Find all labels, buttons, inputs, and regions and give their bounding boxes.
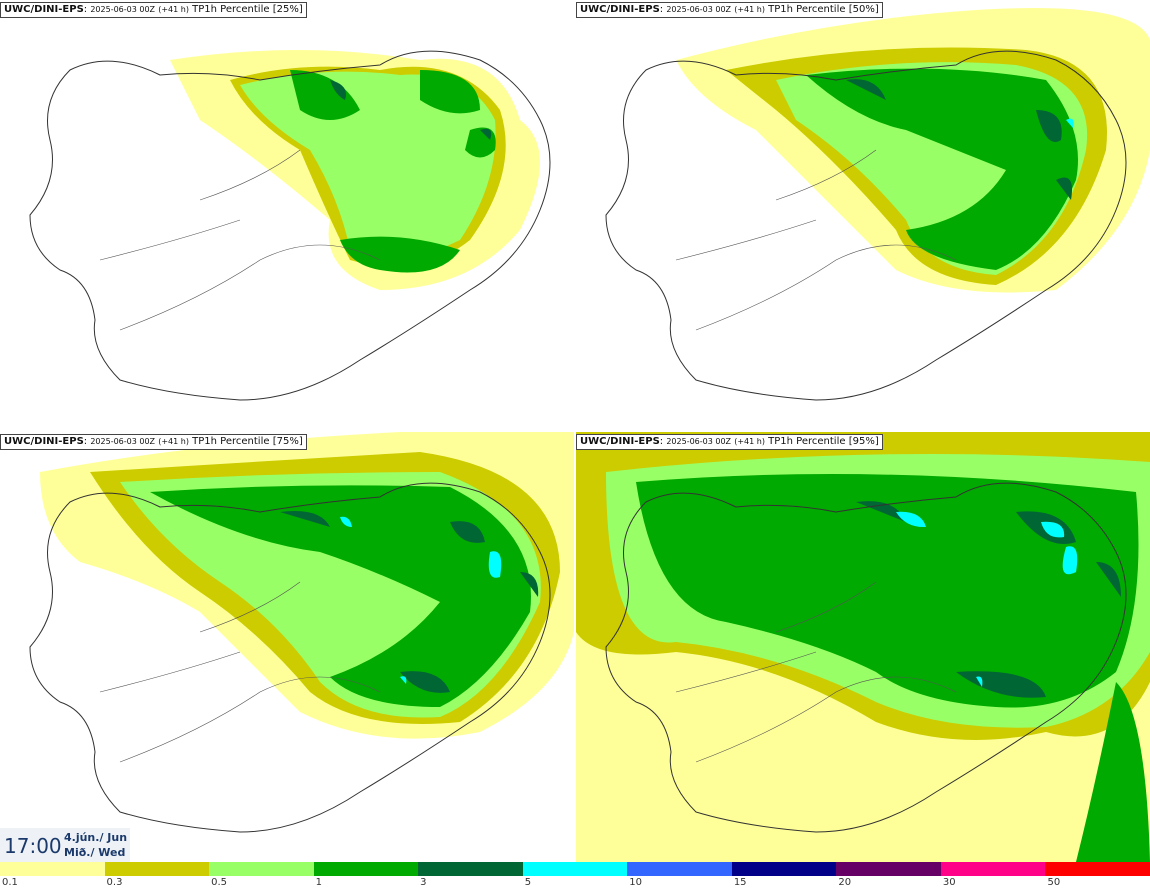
legend-tick-label: 50 xyxy=(1047,877,1061,888)
legend-swatch xyxy=(313,862,419,876)
lead-time: (+41 h) xyxy=(158,437,189,446)
legend-tick-label: 20 xyxy=(838,877,852,888)
color-legend: 0.1 0.3 0.5 1 3 5 10 15 20 30 50 xyxy=(0,862,1150,891)
legend-swatch xyxy=(836,862,941,876)
field-title: TP1h Percentile [50%] xyxy=(768,4,879,15)
valid-time: 17:00 xyxy=(4,834,62,858)
model-name: UWC/DINI-EPS xyxy=(4,436,84,447)
legend-tick-label: 30 xyxy=(942,877,956,888)
precip-map-75 xyxy=(29,432,574,833)
model-name: UWC/DINI-EPS xyxy=(580,4,660,15)
field-title: TP1h Percentile [75%] xyxy=(192,436,303,447)
legend-swatch xyxy=(522,862,628,876)
map-panel-50: UWC/DINI-EPS: 2025-06-03 00Z (+41 h) TP1… xyxy=(576,0,1150,430)
run-time: 2025-06-03 00Z xyxy=(90,5,156,14)
legend-tick-label: 10 xyxy=(629,877,642,888)
legend-swatch xyxy=(0,862,105,876)
precip-map-25 xyxy=(29,50,551,401)
precip-map-95 xyxy=(576,432,1150,862)
precip-map-50 xyxy=(605,8,1150,401)
legend-tick-label: 0.1 xyxy=(2,877,18,888)
valid-weekday: Mið./ Wed xyxy=(64,846,126,859)
panel-title: UWC/DINI-EPS: 2025-06-03 00Z (+41 h) TP1… xyxy=(0,434,307,450)
map-panel-25: UWC/DINI-EPS: 2025-06-03 00Z (+41 h) TP1… xyxy=(0,0,574,430)
run-time: 2025-06-03 00Z xyxy=(90,437,156,446)
legend-tick-label: 3 xyxy=(420,877,427,888)
run-time: 2025-06-03 00Z xyxy=(666,437,732,446)
legend-swatch xyxy=(731,862,837,876)
legend-swatch xyxy=(209,862,314,876)
panel-title: UWC/DINI-EPS: 2025-06-03 00Z (+41 h) TP1… xyxy=(0,2,307,18)
valid-time-box: 17:00 4.jún./ Jun Mið./ Wed xyxy=(0,828,130,862)
valid-date: 4.jún./ Jun xyxy=(64,831,128,844)
lead-time: (+41 h) xyxy=(734,437,765,446)
field-title: TP1h Percentile [95%] xyxy=(768,436,879,447)
lead-time: (+41 h) xyxy=(158,5,189,14)
legend-tick-label: 15 xyxy=(733,877,747,888)
map-panel-95: UWC/DINI-EPS: 2025-06-03 00Z (+41 h) TP1… xyxy=(576,432,1150,862)
legend-swatch xyxy=(627,862,732,876)
legend-swatch xyxy=(104,862,210,876)
model-name: UWC/DINI-EPS xyxy=(4,4,84,15)
lead-time: (+41 h) xyxy=(734,5,765,14)
legend-swatch xyxy=(1045,862,1150,876)
legend-swatch xyxy=(418,862,523,876)
legend-swatch xyxy=(940,862,1046,876)
map-panel-75: UWC/DINI-EPS: 2025-06-03 00Z (+41 h) TP1… xyxy=(0,432,574,862)
run-time: 2025-06-03 00Z xyxy=(666,5,732,14)
legend-bar xyxy=(0,862,1150,876)
legend-tick-label: 5 xyxy=(524,877,532,888)
legend-tick-label: 1 xyxy=(315,877,322,888)
legend-tick-label: 0.3 xyxy=(106,877,123,888)
panel-title: UWC/DINI-EPS: 2025-06-03 00Z (+41 h) TP1… xyxy=(576,2,883,18)
field-title: TP1h Percentile [25%] xyxy=(192,4,303,15)
legend-tick-label: 0.5 xyxy=(211,877,227,888)
panel-title: UWC/DINI-EPS: 2025-06-03 00Z (+41 h) TP1… xyxy=(576,434,883,450)
model-name: UWC/DINI-EPS xyxy=(580,436,660,447)
